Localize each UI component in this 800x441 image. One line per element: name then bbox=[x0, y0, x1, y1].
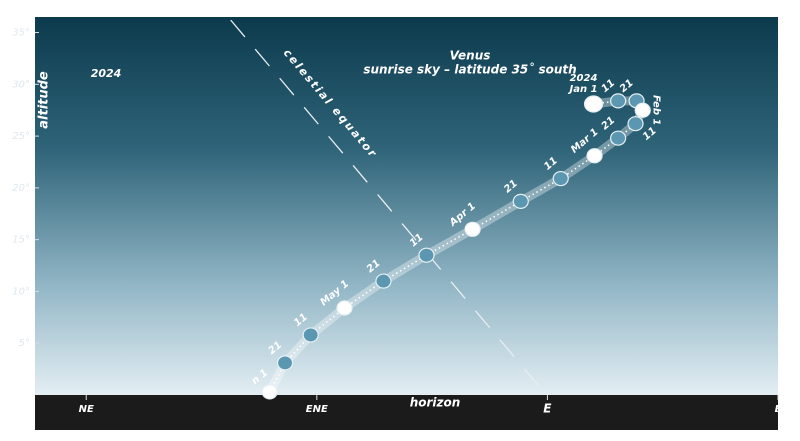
x-axis-label: horizon bbox=[410, 396, 461, 410]
x-tick-label: E bbox=[543, 402, 552, 416]
venus-marker bbox=[336, 300, 353, 316]
y-tick-label: 25° bbox=[12, 131, 30, 142]
venus-marker bbox=[627, 116, 644, 132]
celestial-equator bbox=[230, 19, 547, 396]
chart-title: Venus bbox=[450, 49, 491, 63]
y-axis-label: altitude bbox=[37, 71, 52, 129]
start-year: 2024 bbox=[570, 73, 598, 84]
venus-marker bbox=[610, 93, 627, 109]
date-label: Feb 1 bbox=[651, 95, 662, 125]
horizon-band bbox=[35, 395, 778, 430]
venus-marker bbox=[276, 355, 294, 371]
venus-marker bbox=[464, 221, 481, 237]
y-tick-label: 30° bbox=[12, 79, 30, 90]
venus-marker bbox=[375, 273, 392, 289]
y-tick-label: 15° bbox=[12, 235, 30, 246]
y-tick-label: 35° bbox=[12, 28, 30, 39]
chart-subtitle: sunrise sky – latitude 35˚ south bbox=[363, 63, 576, 77]
y-tick-label: 20° bbox=[12, 183, 30, 194]
y-tick-label: 5° bbox=[19, 338, 30, 349]
venus-marker bbox=[586, 148, 603, 164]
venus-marker bbox=[610, 130, 627, 146]
venus-marker bbox=[552, 170, 569, 187]
venus-marker bbox=[418, 247, 435, 263]
sky bbox=[35, 17, 778, 395]
x-tick-label: E bbox=[775, 404, 782, 415]
venus-marker bbox=[261, 384, 278, 400]
year-label: 2024 bbox=[91, 67, 122, 80]
x-tick-label: ENE bbox=[306, 404, 328, 415]
venus-marker bbox=[583, 95, 604, 113]
date-label: Jan 1 bbox=[568, 84, 598, 95]
venus-marker bbox=[302, 327, 319, 343]
x-tick-label: NE bbox=[79, 404, 94, 415]
venus-marker bbox=[512, 193, 529, 209]
venus-marker bbox=[634, 102, 651, 118]
y-tick-label: 10° bbox=[12, 286, 30, 297]
track bbox=[269, 100, 644, 393]
